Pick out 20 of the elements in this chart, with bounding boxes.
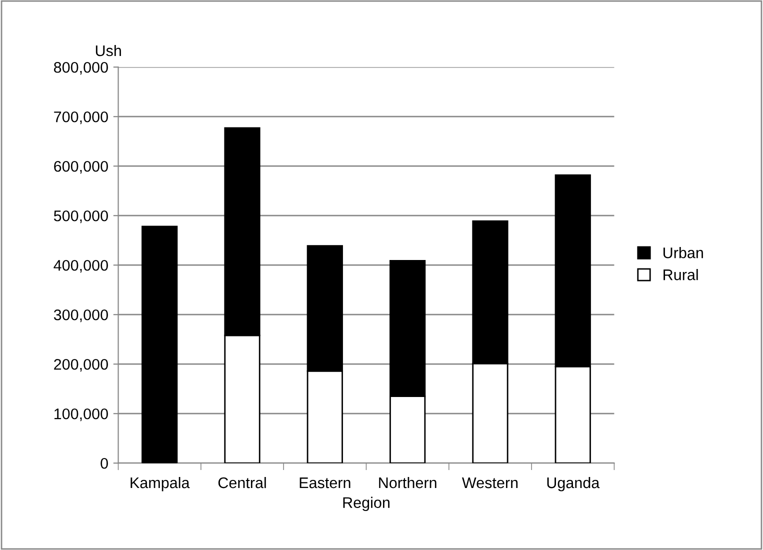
y-axis-title: Ush	[96, 44, 121, 56]
x-tick-label: Northern	[379, 476, 436, 488]
y-tick-label: 500,000	[54, 210, 108, 224]
legend-label: Urban	[664, 247, 703, 258]
y-tick-label: 300,000	[54, 309, 108, 322]
y-tick-label: 800,000	[54, 62, 108, 75]
y-tick-label: 100,000	[54, 408, 108, 422]
y-tick-label: 600,000	[54, 160, 108, 174]
x-tick-label: Central	[218, 476, 266, 488]
x-tick-label: Uganda	[547, 476, 600, 492]
x-tick-label: Western	[462, 478, 518, 488]
y-tick-label: 700,000	[54, 111, 108, 124]
x-axis-title: Region	[343, 496, 390, 512]
y-tick-label: 200,000	[54, 358, 108, 372]
legend-label: Rural	[664, 269, 698, 280]
x-tick-label: Eastern	[300, 478, 350, 488]
bar	[142, 226, 178, 464]
y-tick-label: 0	[100, 458, 108, 469]
y-tick-label: 400,000	[54, 260, 108, 273]
x-tick-label: Kampala	[130, 476, 190, 492]
